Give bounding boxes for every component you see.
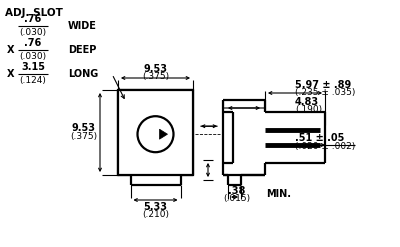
Text: 5.33: 5.33 [144, 202, 168, 212]
Text: 5.97 ± .89: 5.97 ± .89 [295, 80, 351, 90]
Text: (.020 ± .002): (.020 ± .002) [295, 142, 355, 150]
Text: .51 ± .05: .51 ± .05 [295, 133, 344, 143]
Text: (.375): (.375) [142, 71, 169, 81]
Text: DEEP: DEEP [68, 45, 96, 55]
Text: .38: .38 [228, 186, 245, 196]
Text: (.190): (.190) [295, 104, 322, 114]
Text: (.015): (.015) [223, 193, 250, 203]
Text: X: X [7, 45, 14, 55]
Bar [118, 90, 193, 175]
Text: .76: .76 [24, 14, 42, 24]
Text: ADJ. SLOT: ADJ. SLOT [5, 8, 63, 18]
Text: 9.53: 9.53 [72, 123, 96, 132]
Text: (.235 ± .035): (.235 ± .035) [295, 87, 355, 97]
Text: 9.53: 9.53 [144, 64, 168, 74]
Text: LONG: LONG [68, 69, 98, 79]
Polygon shape [160, 129, 168, 139]
Text: MIN.: MIN. [266, 189, 292, 199]
Text: (.375): (.375) [70, 132, 98, 141]
Text: X: X [7, 69, 14, 79]
Text: WIDE: WIDE [68, 21, 97, 31]
Text: (.030): (.030) [20, 52, 46, 61]
Text: (.030): (.030) [20, 27, 46, 37]
Text: (.210): (.210) [142, 209, 169, 219]
Text: 4.83: 4.83 [295, 97, 319, 107]
Text: (.124): (.124) [20, 76, 46, 84]
Text: 3.15: 3.15 [21, 62, 45, 72]
Text: .76: .76 [24, 38, 42, 48]
